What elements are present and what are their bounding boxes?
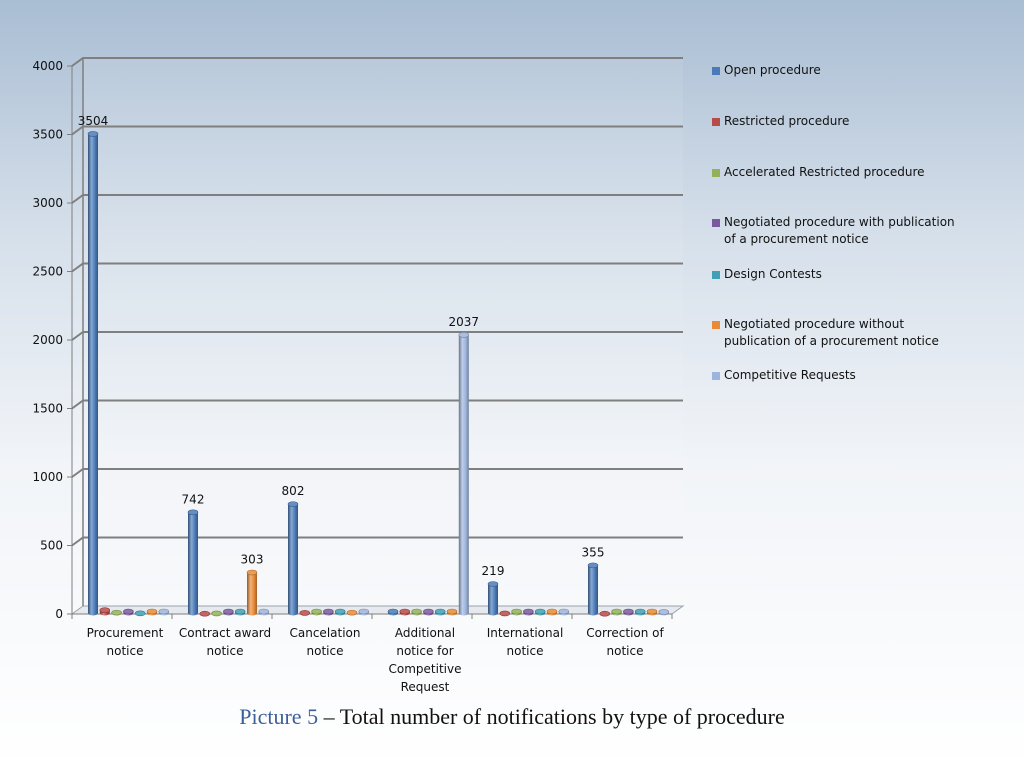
data-label: 802 [282,484,305,498]
bar-competitive [258,608,270,616]
bar-restricted [499,610,511,617]
chart-axes [67,58,673,619]
legend-item: Accelerated Restricted procedure [712,164,962,181]
data-label: 355 [582,545,605,559]
y-tick-label: 2000 [32,333,63,347]
legend-item: Competitive Requests [712,367,962,384]
bar-competitive [458,332,470,616]
bar-negotiated_pub [323,608,334,616]
chart-labels: 0 500 1000 1500 2000 2500 3000 3500 4000 Procurem… [32,59,664,694]
legend-item: Open procedure [712,62,962,79]
bar-design [534,608,546,616]
y-tick-label: 1500 [32,402,63,416]
y-tick-label: 2500 [32,265,63,279]
bar-open [387,608,399,616]
legend-label: Restricted procedure [724,114,850,128]
bar-open [487,581,499,616]
legend-label: Negotiated procedure without publication … [724,317,939,348]
bar-accelerated [211,610,222,617]
bar-accelerated [611,608,622,616]
bar-restricted [199,610,211,617]
legend-swatch [712,67,720,75]
legend-label: Negotiated procedure with publication of … [724,215,955,246]
bar-competitive [358,608,370,616]
legend-swatch [712,118,720,126]
y-tick-label: 500 [40,539,63,553]
legend-label: Accelerated Restricted procedure [724,165,925,179]
bar-design [134,610,146,617]
legend-label: Design Contests [724,267,822,281]
bar-chart: 0 500 1000 1500 2000 2500 3000 3500 4000 Procurem… [32,57,685,694]
bar-competitive [658,609,670,616]
bar-negotiated_nopub [346,609,358,616]
y-tick-label: 0 [55,607,63,621]
bar-negotiated_nopub [146,608,158,616]
x-category-label: Procurement notice [87,626,164,658]
bar-open [587,562,599,616]
x-category-label: Additional notice for Competitive Request [389,626,462,694]
bar-open [87,131,99,616]
legend-label: Competitive Requests [724,368,856,382]
y-tick-label: 1000 [32,470,63,484]
bar-restricted [399,608,411,616]
bar-accelerated [311,608,322,616]
bar-negotiated_pub [523,608,534,616]
x-category-label: Correction of notice [586,626,664,658]
data-label: 303 [241,552,264,566]
data-label: 219 [482,564,505,578]
bar-negotiated_pub [123,608,134,616]
figure-caption: Picture 5 – Total number of notification… [0,704,1024,730]
bar-negotiated_nopub [646,608,658,616]
bar-negotiated_nopub [546,608,558,616]
bar-negotiated_nopub [246,569,258,616]
bar-design [634,608,646,616]
caption-text: Total number of notifications by type of… [339,704,785,729]
x-category-label: International notice [487,626,564,658]
legend-swatch [712,321,720,329]
legend-swatch [712,169,720,177]
caption-separator: – [318,704,340,729]
bar-negotiated_pub [423,608,434,616]
bar-design [234,608,246,616]
bar-restricted [99,607,111,616]
bar-open [187,509,199,616]
bar-negotiated_pub [223,608,234,616]
legend-swatch [712,372,720,380]
legend-swatch [712,271,720,279]
data-label: 3504 [78,114,109,128]
legend-item: Design Contests [712,266,962,283]
bar-competitive [558,608,570,616]
legend-swatch [712,219,720,227]
y-tick-label: 3000 [32,196,63,210]
bar-negotiated_nopub [446,608,458,616]
data-label: 2037 [449,315,480,329]
bar-accelerated [411,608,422,616]
legend-item: Negotiated procedure with publication of … [712,214,962,248]
bar-open [287,501,299,616]
y-tick-label: 3500 [32,128,63,142]
bar-restricted [299,610,311,616]
chart-bars [87,131,670,617]
bar-negotiated_pub [623,608,634,616]
bar-design [334,608,346,616]
bar-restricted [599,610,611,617]
data-label: 742 [182,492,205,506]
legend-item: Restricted procedure [712,113,962,130]
x-category-label: Contract award notice [179,626,271,658]
bar-accelerated [511,608,522,616]
y-tick-label: 4000 [32,59,63,73]
legend-label: Open procedure [724,63,821,77]
caption-label: Picture 5 [239,704,319,729]
x-category-label: Cancelation notice [290,626,361,658]
bar-accelerated [111,609,122,616]
chart-walls [70,58,685,615]
bar-competitive [158,608,170,616]
legend-item: Negotiated procedure without publication … [712,316,962,350]
bar-design [434,608,446,616]
